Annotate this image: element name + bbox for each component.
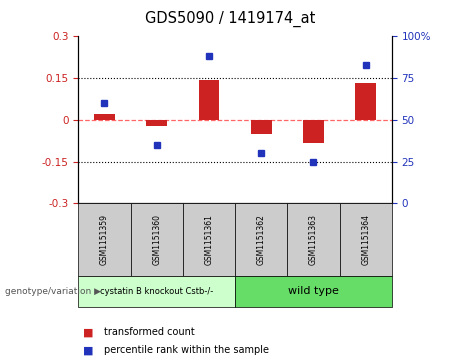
Text: wild type: wild type	[288, 286, 339, 296]
Text: GSM1151362: GSM1151362	[257, 214, 266, 265]
Text: ■: ■	[83, 327, 94, 337]
Bar	[199, 80, 219, 120]
Bar	[303, 120, 324, 143]
Text: percentile rank within the sample: percentile rank within the sample	[104, 345, 269, 355]
Bar	[94, 114, 115, 120]
Text: GSM1151360: GSM1151360	[152, 214, 161, 265]
Text: transformed count: transformed count	[104, 327, 195, 337]
Text: cystatin B knockout Cstb-/-: cystatin B knockout Cstb-/-	[100, 287, 213, 296]
Bar	[146, 120, 167, 126]
Text: ■: ■	[83, 345, 94, 355]
Text: genotype/variation ▶: genotype/variation ▶	[5, 287, 100, 296]
Bar	[355, 83, 376, 120]
Bar	[251, 120, 272, 134]
Text: GSM1151361: GSM1151361	[205, 214, 213, 265]
Text: GSM1151364: GSM1151364	[361, 214, 370, 265]
Text: GDS5090 / 1419174_at: GDS5090 / 1419174_at	[145, 11, 316, 27]
Text: GSM1151363: GSM1151363	[309, 214, 318, 265]
Text: GSM1151359: GSM1151359	[100, 214, 109, 265]
